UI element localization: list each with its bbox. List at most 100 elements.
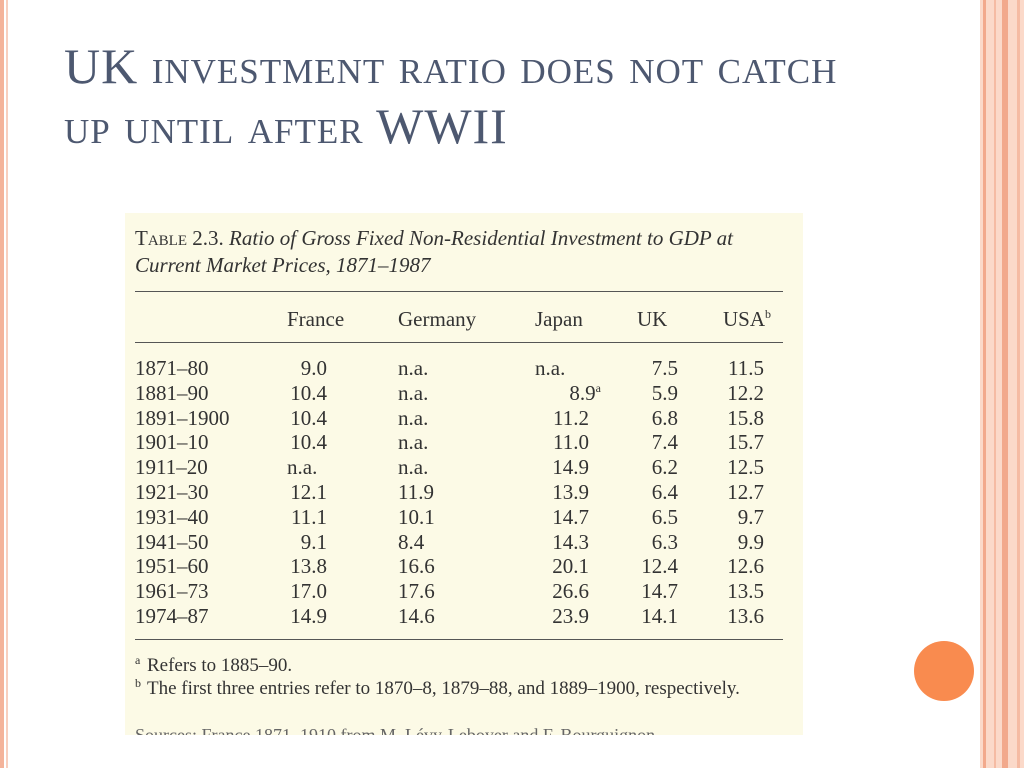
table-cell-value: 12.6 [727, 554, 764, 579]
table-cell-france: 13.8 [275, 554, 327, 578]
table-cell-japan: 11.2 [535, 406, 589, 430]
table-cell-value: 1921–30 [135, 480, 209, 504]
table-cell-france: 14.9 [275, 604, 327, 628]
table-cell-germany: 10.1 [398, 505, 458, 529]
table-cell-value: 6.4 [651, 480, 678, 504]
table-cell-value: 1931–40 [135, 504, 209, 529]
table-cell-period: 1961–73 [135, 579, 255, 603]
right-decor-stripe [994, 0, 996, 768]
table-cell-value: 6.3 [651, 529, 678, 554]
table-cell-value: 10.4 [290, 430, 327, 455]
table-cell-value: 10.4 [290, 405, 327, 430]
column-header-usa: USAb [723, 307, 771, 331]
table-cell-value: 1881–90 [135, 380, 209, 405]
table-cell-france: 9.1 [275, 530, 327, 554]
table-cell-uk: 5.9 [625, 381, 678, 405]
table-cell-period: 1901–10 [135, 430, 255, 454]
table-cell-value: 14.9 [552, 455, 589, 480]
table-footnotes: a Refers to 1885–90. b The first three ent… [135, 654, 785, 700]
scanned-table-image: Table 2.3. Ratio of Gross Fixed Non-Resi… [125, 213, 803, 735]
column-header-usa-label: USA [723, 307, 766, 331]
table-cell-value: 1891–1900 [135, 405, 230, 430]
table-cell-period: 1974–87 [135, 604, 255, 628]
table-cell-period: 1881–90 [135, 381, 255, 405]
table-cell-uk: 6.4 [625, 480, 678, 504]
table-cell-japan: n.a. [535, 356, 589, 380]
table-cell-value: 14.3 [552, 529, 589, 554]
table-cell-usa: 12.6 [709, 554, 764, 578]
table-cell-france: 10.4 [275, 406, 327, 430]
right-decor-stripe [1002, 0, 1008, 768]
table-cell-germany: n.a. [398, 356, 458, 380]
table-cell-value: 17.0 [290, 579, 327, 604]
table-cell-value: 16.6 [398, 554, 435, 579]
footnote-text: The first three entries refer to 1870–8,… [147, 678, 740, 699]
japan-footnote-mark: a [595, 380, 601, 395]
table-cell-japan: 14.3 [535, 530, 589, 554]
table-cell-value: 12.2 [727, 380, 764, 405]
table-cell-value: 14.7 [641, 579, 678, 604]
table-header-rule [135, 342, 783, 343]
table-cell-value: 11.2 [553, 405, 589, 430]
table-cell-value: 14.6 [398, 604, 435, 628]
table-cell-value: 14.1 [641, 604, 678, 628]
table-cell-usa: 15.7 [709, 430, 764, 454]
table-cell-value: 12.4 [641, 554, 678, 579]
table-cell-japan: 20.1 [535, 554, 589, 578]
table-cell-value: n.a. [398, 405, 429, 430]
table-cell-value: 5.9 [651, 380, 678, 405]
table-cell-value: 8.9 [569, 380, 596, 405]
table-cell-japan: 11.0 [535, 430, 589, 454]
table-cell-period: 1871–80 [135, 356, 255, 380]
table-cell-value: 1901–10 [135, 430, 209, 455]
table-cell-france: n.a. [287, 455, 339, 479]
table-cell-value: 1941–50 [135, 529, 209, 554]
table-cell-value: 11.9 [398, 480, 434, 504]
table-bottom-rule [135, 639, 783, 640]
table-cell-value: 6.5 [651, 504, 678, 529]
table-caption: Table 2.3. Ratio of Gross Fixed Non-Resi… [135, 225, 785, 279]
table-cell-usa: 12.5 [709, 455, 764, 479]
table-cell-value: 9.0 [300, 356, 327, 380]
table-cell-value: 6.2 [651, 455, 678, 480]
table-cell-usa: 11.5 [709, 356, 764, 380]
table-cell-japan: 13.9 [535, 480, 589, 504]
table-cell-value: 1961–73 [135, 579, 209, 604]
table-cell-value: 11.5 [728, 356, 764, 380]
table-cell-value: 14.7 [552, 504, 589, 529]
table-cell-value: n.a. [535, 356, 566, 380]
table-cell-value: n.a. [398, 455, 429, 480]
footnote-text: Refers to 1885–90. [147, 655, 293, 676]
table-cell-usa: 15.8 [709, 406, 764, 430]
table-cell-value: 1951–60 [135, 554, 209, 579]
table-cell-value: 14.9 [290, 604, 327, 628]
table-cell-usa: 12.7 [709, 480, 764, 504]
table-cell-usa: 9.9 [709, 530, 764, 554]
table-cell-uk: 6.2 [625, 455, 678, 479]
slide-title: UK investment ratio does not catch up un… [64, 38, 838, 154]
table-cell-japan: 8.9a [535, 381, 601, 405]
table-cell-value: 12.5 [727, 455, 764, 480]
table-cell-france: 9.0 [275, 356, 327, 380]
left-decor-stripe [0, 0, 4, 768]
table-cell-uk: 7.5 [625, 356, 678, 380]
table-cell-value: 13.6 [727, 604, 764, 628]
table-top-rule [135, 291, 783, 292]
table-cell-germany: 16.6 [398, 554, 458, 578]
table-cell-value: 7.5 [651, 356, 678, 380]
table-cell-value: 11.0 [553, 430, 589, 455]
table-cell-value: 23.9 [552, 604, 589, 628]
table-cell-value: 9.9 [737, 529, 764, 554]
orange-accent-dot [914, 641, 974, 701]
table-cell-period: 1891–1900 [135, 406, 255, 430]
table-cell-value: 6.8 [651, 405, 678, 430]
table-cell-japan: 14.7 [535, 505, 589, 529]
table-cell-uk: 6.5 [625, 505, 678, 529]
table-cell-value: 26.6 [552, 579, 589, 604]
table-cell-france: 12.1 [275, 480, 327, 504]
table-cell-value: 11.1 [291, 504, 327, 529]
table-cell-usa: 13.5 [709, 579, 764, 603]
column-header-germany: Germany [398, 307, 477, 331]
table-cell-germany: 14.6 [398, 604, 458, 628]
table-cell-japan: 23.9 [535, 604, 589, 628]
